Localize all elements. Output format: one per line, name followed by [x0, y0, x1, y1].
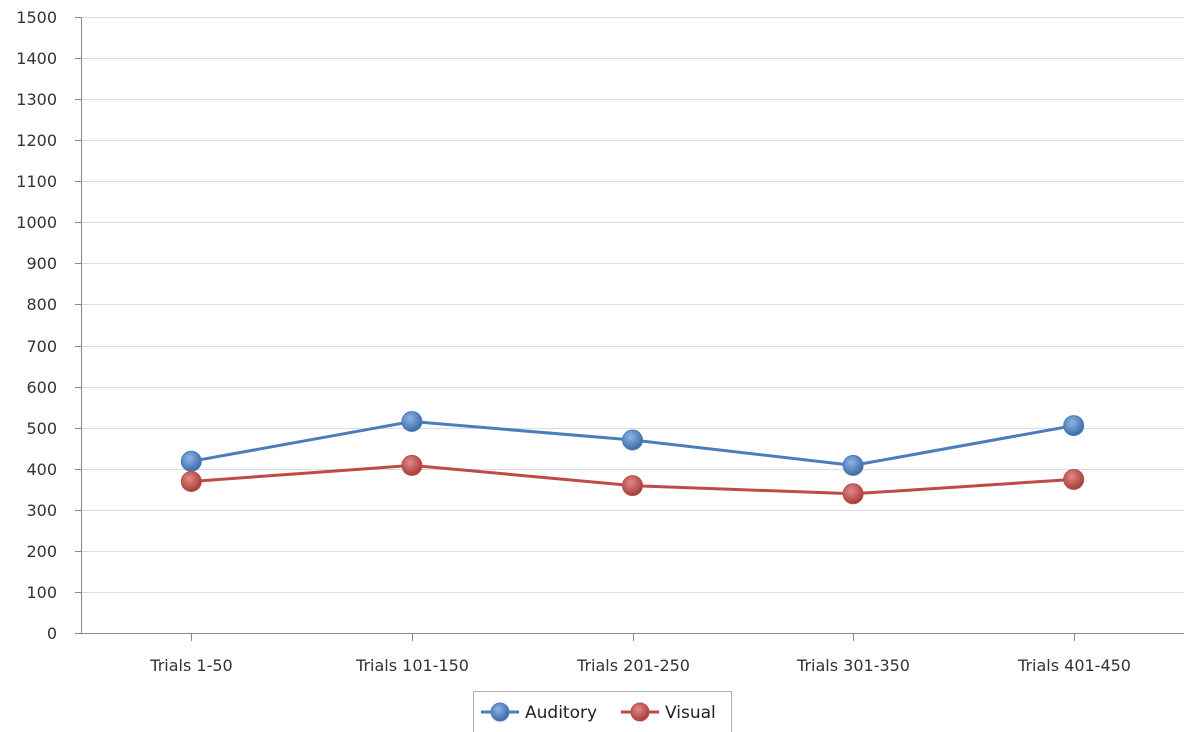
data-point-visual-4 — [1063, 468, 1085, 490]
y-tick-label: 100 — [26, 583, 57, 602]
legend-item-auditory: Auditory — [481, 702, 597, 723]
legend-item-visual: Visual — [621, 702, 716, 723]
x-tick-label: Trials 401-450 — [1017, 656, 1131, 675]
data-point-auditory-2 — [622, 429, 643, 451]
data-point-visual-3 — [842, 483, 864, 505]
data-point-auditory-3 — [842, 454, 864, 476]
y-tick-label: 200 — [26, 542, 57, 561]
legend-label: Auditory — [525, 703, 597, 723]
y-tick-label: 1200 — [16, 131, 57, 150]
y-tick-label: 0 — [47, 624, 57, 643]
y-tick-label: 1500 — [16, 8, 57, 27]
y-tick-label: 500 — [26, 419, 57, 438]
legend: Auditory Visual — [473, 691, 732, 732]
data-point-auditory-1 — [401, 411, 423, 432]
y-tick-label: 1000 — [16, 213, 57, 232]
series-visual — [180, 454, 1085, 505]
series-auditory — [180, 411, 1085, 476]
x-tick-label: Trials 1-50 — [149, 656, 232, 675]
y-tick-label: 800 — [26, 295, 57, 314]
data-point-auditory-4 — [1063, 415, 1085, 437]
data-point-visual-1 — [401, 454, 423, 476]
x-tick-label: Trials 201-250 — [576, 656, 690, 675]
data-point-visual-2 — [622, 475, 643, 497]
legend-marker-auditory — [490, 702, 510, 722]
y-tick-label: 300 — [26, 501, 57, 520]
y-tick-label: 1100 — [16, 172, 57, 191]
y-tick-label: 1300 — [16, 90, 57, 109]
series — [180, 411, 1085, 505]
y-tick-label: 1400 — [16, 49, 57, 68]
x-tick-label: Trials 301-350 — [796, 656, 910, 675]
x-tick-label: Trials 101-150 — [355, 656, 469, 675]
y-tick-label: 900 — [26, 254, 57, 273]
legend-marker-visual — [630, 702, 650, 722]
axes: 0 100 200 300 400 500 600 700 800 900 1000 1100 1200… — [16, 8, 1184, 675]
gridlines — [81, 17, 1184, 593]
data-point-visual-0 — [180, 471, 202, 492]
y-tick-label: 700 — [26, 337, 57, 356]
y-tick-label: 400 — [26, 460, 57, 479]
data-point-auditory-0 — [180, 450, 202, 472]
y-tick-label: 600 — [26, 378, 57, 397]
legend-label: Visual — [665, 703, 716, 723]
